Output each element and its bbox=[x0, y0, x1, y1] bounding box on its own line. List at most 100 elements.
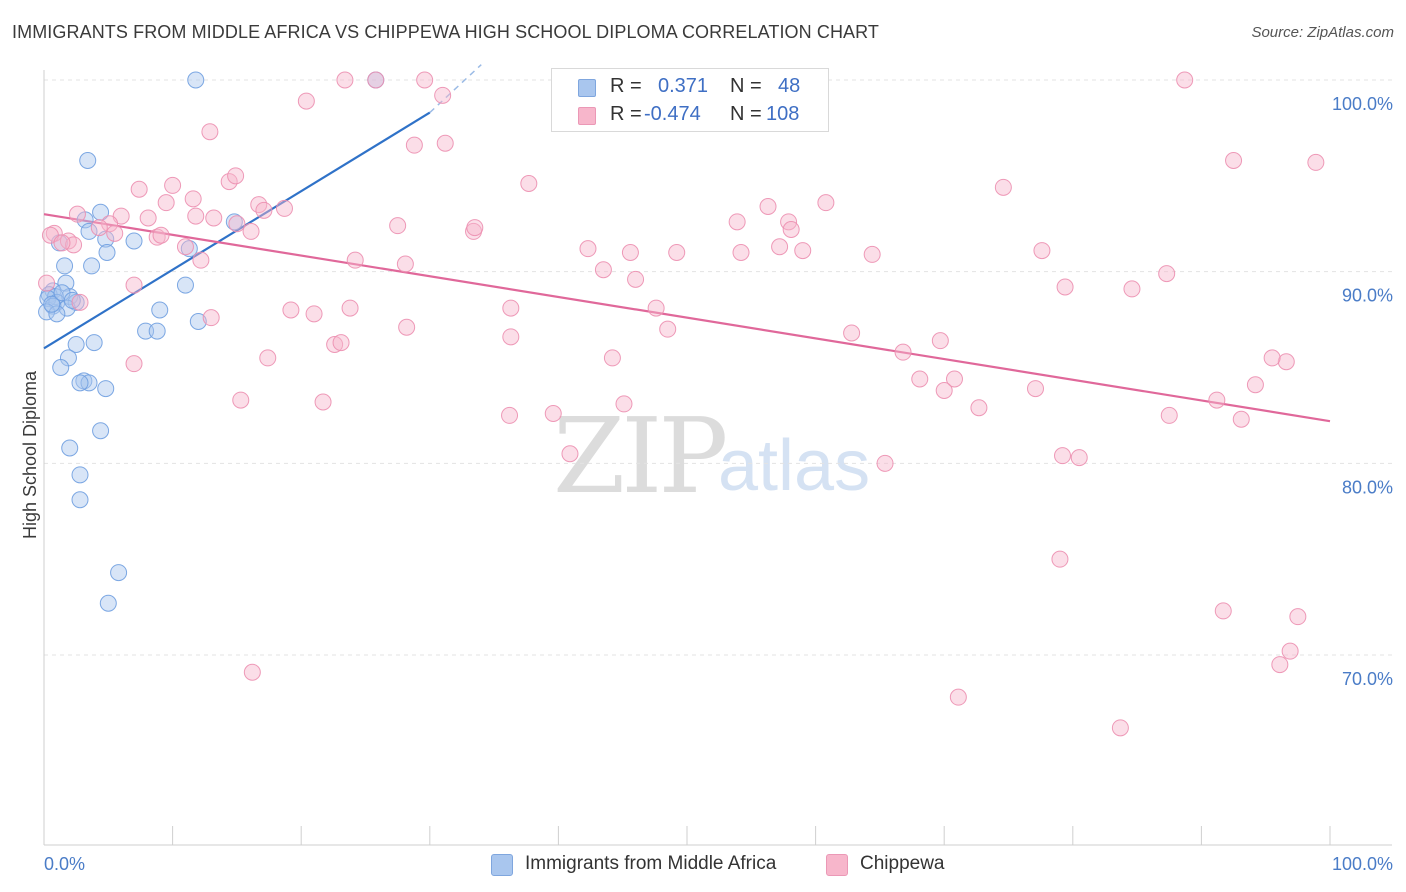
chippewa-point bbox=[782, 221, 800, 238]
chippewa-point bbox=[1123, 280, 1141, 298]
chippewa-point bbox=[332, 334, 350, 352]
chippewa-point bbox=[201, 123, 219, 141]
chippewa-point bbox=[396, 255, 414, 273]
chippewa-point bbox=[90, 219, 108, 237]
chippewa-point bbox=[106, 224, 124, 242]
chippewa-point bbox=[176, 238, 194, 256]
bottom-legend-chippewa: Chippewa bbox=[826, 852, 986, 876]
chippewa-point bbox=[603, 349, 621, 367]
immigrants-point bbox=[97, 380, 115, 398]
chippewa-point bbox=[275, 199, 293, 217]
chippewa-point bbox=[164, 176, 182, 194]
chippewa-point bbox=[205, 209, 223, 227]
chippewa-point bbox=[405, 136, 423, 154]
y-tick-label: 70.0% bbox=[1342, 669, 1393, 689]
chippewa-point bbox=[728, 213, 746, 231]
immigrants-point bbox=[71, 491, 89, 509]
immigrants-point bbox=[187, 71, 205, 89]
chippewa-point bbox=[647, 299, 665, 317]
chippewa-point bbox=[794, 242, 812, 260]
chippewa-point bbox=[53, 234, 71, 252]
series-immigrants-points bbox=[38, 71, 385, 612]
chippewa-point bbox=[502, 328, 520, 346]
chippewa-point bbox=[157, 194, 175, 212]
legend-r-label: R = bbox=[610, 75, 642, 97]
immigrants-point bbox=[110, 564, 128, 582]
chippewa-point bbox=[367, 71, 385, 89]
immigrants-point bbox=[85, 334, 103, 352]
chippewa-point bbox=[931, 332, 949, 350]
legend-row-chippewa: R = -0.474 N = 108 bbox=[552, 101, 828, 129]
bottom-legend-label-chippewa: Chippewa bbox=[860, 853, 945, 874]
bottom-legend-swatch-chippewa bbox=[826, 854, 848, 876]
chippewa-point bbox=[416, 71, 434, 89]
immigrants-point bbox=[225, 213, 243, 231]
chippewa-point bbox=[389, 217, 407, 235]
immigrants-point bbox=[80, 374, 98, 392]
chippewa-point bbox=[242, 222, 260, 240]
chippewa-point bbox=[502, 299, 520, 317]
series-chippewa-points bbox=[38, 71, 1325, 737]
chippewa-point bbox=[38, 274, 56, 292]
chippewa-point bbox=[1051, 550, 1069, 568]
legend-r-value: 0.371 bbox=[658, 75, 709, 97]
immigrants-point bbox=[176, 276, 194, 294]
legend-r-value: -0.474 bbox=[644, 103, 701, 125]
chippewa-point bbox=[771, 238, 789, 256]
trend-line-immigrants bbox=[43, 111, 431, 350]
immigrants-point bbox=[98, 244, 116, 261]
chippewa-point bbox=[232, 391, 250, 409]
y-tick-label: 100.0% bbox=[1332, 94, 1393, 114]
legend-swatch-chippewa bbox=[578, 107, 596, 125]
axes bbox=[43, 70, 1392, 846]
chippewa-point bbox=[101, 215, 119, 233]
chippewa-point bbox=[970, 399, 988, 417]
chippewa-point bbox=[184, 190, 202, 208]
immigrants-point bbox=[80, 222, 98, 240]
chippewa-point bbox=[125, 355, 143, 373]
immigrants-point bbox=[148, 322, 166, 340]
immigrants-point bbox=[71, 466, 89, 484]
chippewa-point bbox=[659, 320, 677, 338]
chippewa-point bbox=[594, 261, 612, 279]
chippewa-point bbox=[1277, 353, 1295, 371]
chippewa-point bbox=[1208, 391, 1226, 409]
chippewa-point bbox=[544, 405, 562, 422]
chippewa-point bbox=[843, 324, 861, 342]
chippewa-point bbox=[398, 318, 416, 336]
chippewa-point bbox=[1158, 265, 1176, 283]
chippewa-point bbox=[911, 370, 929, 388]
chippewa-point bbox=[1111, 719, 1129, 737]
immigrants-point bbox=[92, 203, 110, 221]
immigrants-point bbox=[71, 374, 89, 392]
chippewa-point bbox=[1225, 152, 1243, 169]
chippewa-point bbox=[255, 201, 273, 219]
chippewa-point bbox=[259, 349, 277, 367]
immigrants-point bbox=[67, 336, 85, 353]
immigrants-point bbox=[61, 439, 79, 457]
chippewa-point bbox=[627, 270, 645, 288]
immigrants-point bbox=[57, 274, 75, 292]
chippewa-point bbox=[297, 92, 315, 110]
chippewa-point bbox=[1054, 447, 1072, 465]
chippewa-point bbox=[220, 173, 238, 191]
chippewa-point bbox=[341, 299, 359, 317]
immigrants-point bbox=[99, 594, 117, 612]
chippewa-point bbox=[71, 293, 89, 311]
immigrants-point bbox=[137, 322, 155, 340]
chippewa-point bbox=[1056, 278, 1074, 296]
legend-n-label: N = bbox=[730, 75, 762, 97]
chippewa-point bbox=[436, 134, 454, 152]
chippewa-point bbox=[152, 226, 170, 244]
chippewa-point bbox=[1307, 153, 1325, 171]
chippewa-point bbox=[621, 244, 639, 261]
y-tick-label: 90.0% bbox=[1342, 286, 1393, 306]
chippewa-point bbox=[1070, 449, 1088, 467]
chippewa-point bbox=[346, 251, 364, 269]
chippewa-point bbox=[759, 198, 777, 215]
immigrants-point bbox=[151, 301, 169, 319]
chippewa-point bbox=[434, 86, 452, 104]
chart-title: IMMIGRANTS FROM MIDDLE AFRICA VS CHIPPEW… bbox=[12, 22, 880, 42]
chippewa-point bbox=[187, 207, 205, 225]
